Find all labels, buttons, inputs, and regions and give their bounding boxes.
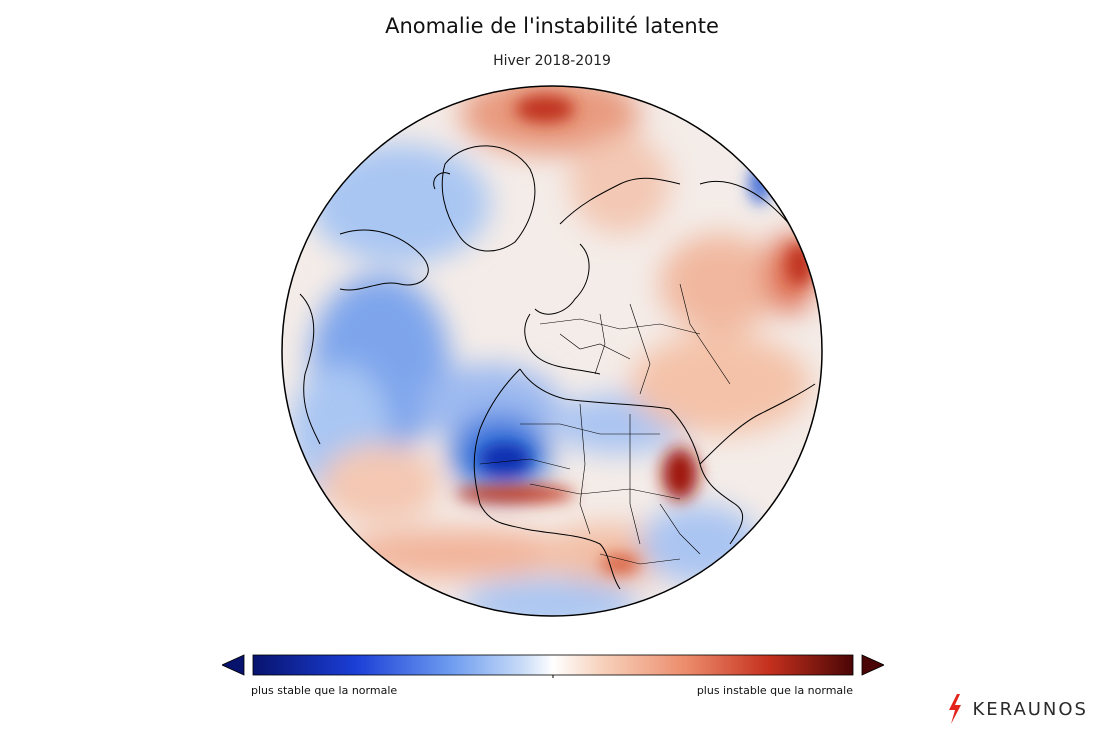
brand-name: KERAUNOS	[972, 698, 1088, 720]
colorbar-min-arrow	[221, 654, 245, 676]
brand-logo: KERAUNOS	[946, 694, 1088, 724]
colorbar-label-high: plus instable que la normale	[696, 684, 853, 697]
map-subtitle: Hiver 2018-2019	[493, 53, 611, 69]
colorbar	[221, 654, 885, 678]
lightning-icon	[949, 694, 962, 724]
colorbar-max-arrow	[861, 654, 885, 676]
colorbar-label-low: plus stable que la normale	[251, 684, 398, 697]
anomaly-field	[290, 86, 815, 616]
globe-map	[280, 84, 824, 618]
borders	[479, 283, 731, 565]
colorbar-gradient	[252, 654, 854, 676]
globe-outline	[281, 85, 823, 617]
map-title: Anomalie de l'instabilité latente	[385, 14, 719, 38]
